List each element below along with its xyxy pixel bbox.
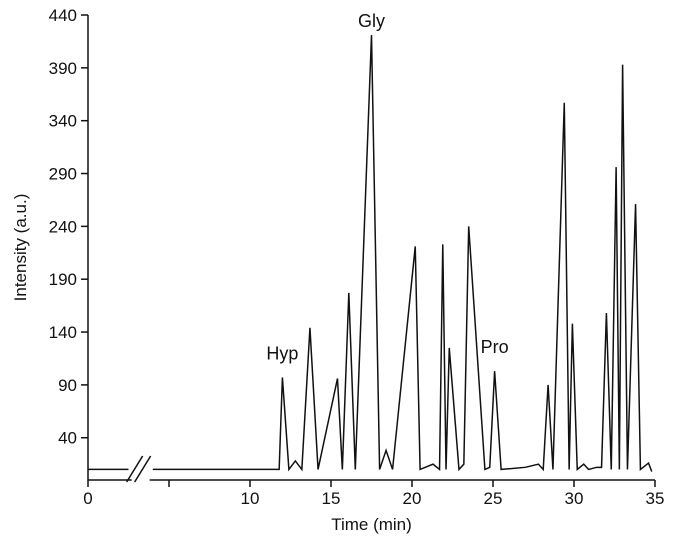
y-tick-label: 240: [49, 217, 77, 236]
y-tick-label: 290: [49, 165, 77, 184]
annotation-hyp: Hyp: [266, 343, 298, 363]
y-tick-label: 40: [58, 429, 77, 448]
y-tick-label: 140: [49, 323, 77, 342]
x-tick-label: 15: [322, 489, 341, 508]
x-axis-title: Time (min): [331, 515, 412, 534]
x-tick-label: 30: [565, 489, 584, 508]
x-tick-label: 10: [241, 489, 260, 508]
x-tick-label: 25: [484, 489, 503, 508]
axis-break-gap: [131, 454, 150, 482]
x-tick-label: 20: [403, 489, 422, 508]
annotation-gly: Gly: [358, 11, 385, 31]
y-tick-label: 390: [49, 59, 77, 78]
y-tick-label: 440: [49, 6, 77, 25]
peak-annotations: Gly Hyp Pro: [266, 11, 508, 363]
x-tick-label: 0: [83, 489, 92, 508]
x-axis-break-marker: [126, 454, 152, 483]
annotation-pro: Pro: [481, 337, 509, 357]
axis-break-stroke: [126, 455, 144, 483]
x-axis-ticks: 0 10 15 20 25 30 35: [83, 480, 664, 508]
y-tick-label: 190: [49, 270, 77, 289]
x-tick-label: 35: [646, 489, 665, 508]
y-tick-label: 90: [58, 376, 77, 395]
y-axis-title: Intensity (a.u.): [11, 194, 30, 302]
axis-break-stroke: [134, 455, 152, 483]
y-axis-ticks: 40 90 140 190 240 290 340 390 440: [49, 6, 88, 448]
series-line-intensity: [152, 35, 653, 472]
y-tick-label: 340: [49, 112, 77, 131]
